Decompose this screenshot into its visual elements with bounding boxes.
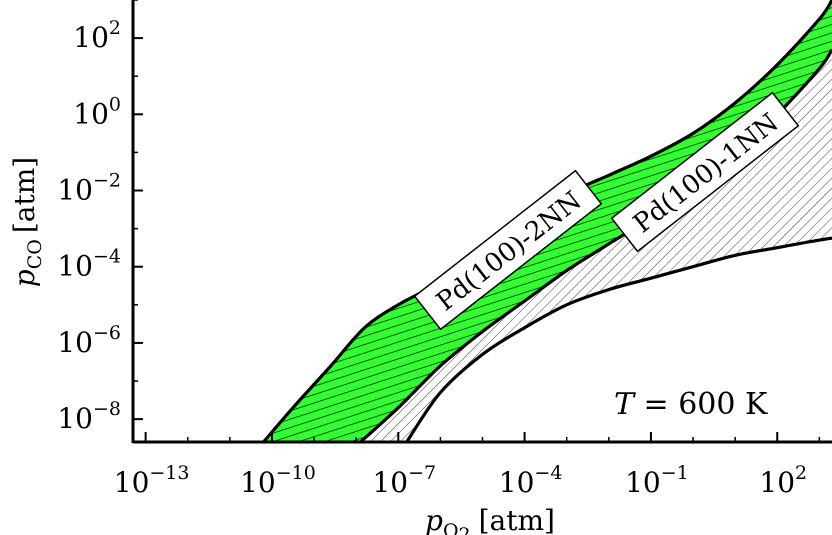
x-tick-label: 102	[759, 462, 807, 499]
x-tick-label: 10−4	[499, 462, 563, 499]
y-axis-label: pCO[atm]	[8, 157, 46, 287]
boundary-lower	[405, 236, 832, 442]
axis-ticks	[133, 0, 821, 442]
x-axis-label: pO2 [atm]	[425, 504, 555, 535]
region-pd100-1nn	[360, 49, 832, 442]
y-tick-label: 10−2	[57, 170, 121, 207]
y-tick-label: 10−4	[57, 246, 121, 283]
y-tick-label: 100	[73, 93, 121, 130]
y-tick-label: 10−6	[57, 322, 121, 359]
axis-tick-labels: 10−13 10−10 10−7 10−4 10−1 102 102 100 10−2 10−4 1…	[57, 17, 807, 499]
x-tick-label: 10−13	[114, 462, 190, 499]
x-tick-label: 10−10	[240, 462, 316, 499]
y-tick-label: 10−8	[57, 398, 121, 435]
y-tick-label: 102	[73, 17, 121, 54]
x-tick-label: 10−7	[372, 462, 436, 499]
x-tick-label: 10−1	[625, 462, 689, 499]
temperature-annotation: T = 600 K	[614, 387, 768, 422]
